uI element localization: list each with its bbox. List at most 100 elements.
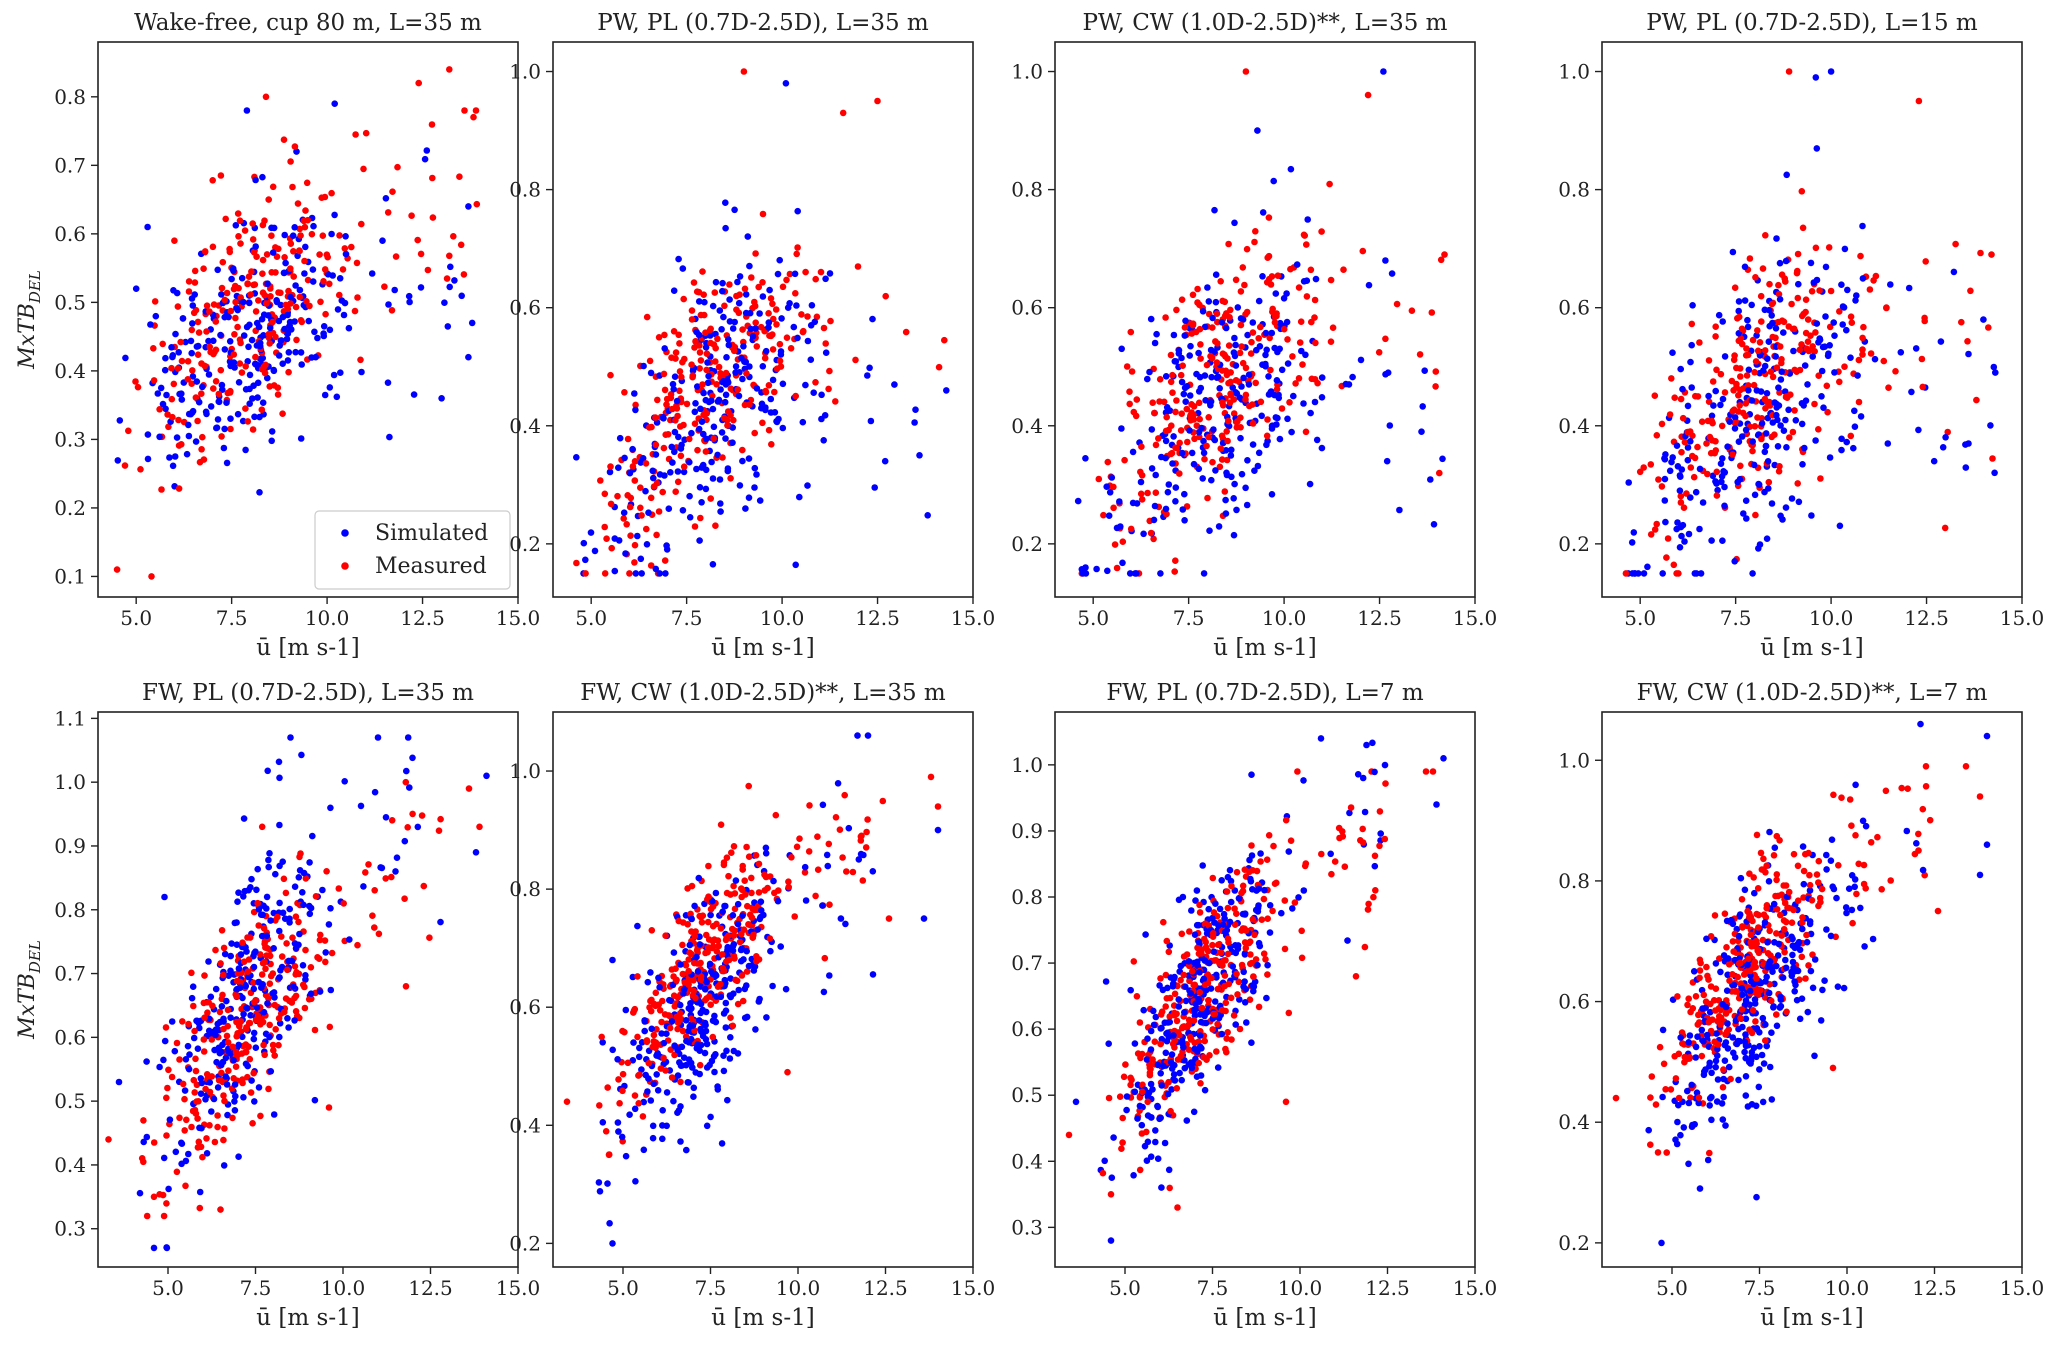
measured-point — [1127, 328, 1135, 336]
simulated-point — [1684, 402, 1692, 410]
measured-point — [1176, 1032, 1183, 1039]
measured-point — [251, 281, 259, 288]
x-axis-label: ū [m s-1] — [1213, 635, 1316, 661]
simulated-point — [218, 381, 226, 389]
measured-point — [321, 193, 329, 201]
measured-point — [178, 357, 186, 365]
simulated-point — [1265, 373, 1272, 380]
measured-point — [662, 932, 669, 939]
measured-point — [1773, 876, 1780, 884]
measured-point — [354, 941, 361, 949]
measured-point — [1143, 1128, 1150, 1136]
simulated-point — [777, 943, 784, 950]
simulated-point — [675, 433, 682, 441]
measured-point — [198, 446, 205, 453]
simulated-point — [644, 1088, 651, 1095]
simulated-point — [1198, 424, 1205, 432]
simulated-point — [1962, 441, 1969, 448]
y-axis-label-subscript: DEL — [26, 940, 44, 974]
simulated-point — [732, 877, 740, 884]
measured-point — [301, 257, 308, 265]
measured-point — [718, 951, 726, 958]
measured-point — [1698, 418, 1706, 426]
simulated-point — [1729, 248, 1737, 256]
measured-point — [212, 946, 219, 954]
measured-point — [1232, 276, 1240, 284]
measured-point — [647, 562, 655, 569]
x-tick-label: 5.0 — [1077, 606, 1109, 630]
measured-point — [1922, 258, 1929, 265]
simulated-point — [659, 1135, 666, 1143]
measured-point — [1172, 444, 1179, 452]
measured-point — [779, 283, 787, 291]
simulated-point — [774, 270, 782, 278]
simulated-point — [1153, 330, 1160, 338]
simulated-point — [1735, 307, 1742, 315]
measured-point — [1804, 338, 1812, 346]
simulated-point — [650, 474, 657, 482]
simulated-point — [1756, 1043, 1763, 1050]
simulated-point — [1154, 1061, 1162, 1069]
simulated-point — [221, 950, 229, 958]
measured-point — [740, 68, 748, 75]
simulated-point — [702, 1021, 709, 1029]
simulated-point — [276, 342, 284, 349]
simulated-point — [248, 336, 256, 344]
measured-point — [1733, 383, 1740, 391]
measured-point — [1692, 392, 1699, 400]
measured-point — [699, 381, 706, 388]
simulated-point — [227, 1014, 234, 1021]
measured-point — [1223, 428, 1230, 435]
simulated-point — [1388, 270, 1396, 277]
simulated-point — [818, 415, 825, 423]
simulated-point — [223, 399, 230, 407]
measured-point — [1737, 462, 1744, 470]
measured-point — [1728, 377, 1736, 385]
simulated-point — [723, 1047, 730, 1055]
simulated-point — [1188, 449, 1196, 457]
measured-point — [1201, 981, 1209, 989]
measured-point — [1786, 434, 1793, 441]
measured-point — [656, 1007, 664, 1014]
measured-point — [772, 306, 780, 313]
simulated-point — [1262, 351, 1269, 359]
simulated-point — [1215, 922, 1222, 929]
simulated-point — [1744, 316, 1751, 324]
simulated-point — [1187, 990, 1195, 997]
measured-point — [673, 1013, 680, 1021]
simulated-point — [1137, 478, 1145, 486]
simulated-point — [802, 381, 809, 389]
x-tick-label: 5.0 — [1109, 1276, 1141, 1300]
simulated-point — [1172, 498, 1179, 505]
measured-point — [215, 1077, 223, 1084]
measured-point — [1712, 1007, 1719, 1014]
simulated-point — [1692, 1054, 1699, 1061]
simulated-point — [195, 398, 203, 406]
simulated-point — [702, 396, 710, 404]
simulated-point — [669, 459, 676, 466]
simulated-point — [307, 904, 315, 912]
simulated-point — [161, 893, 168, 901]
simulated-point — [1724, 1045, 1732, 1052]
measured-point — [1099, 1169, 1107, 1177]
measured-point — [603, 535, 610, 542]
measured-point — [637, 484, 644, 492]
measured-point — [753, 343, 761, 350]
simulated-point — [636, 1044, 643, 1052]
measured-point — [1286, 399, 1293, 406]
simulated-point — [1138, 1121, 1146, 1129]
simulated-point — [656, 984, 663, 991]
simulated-point — [331, 211, 338, 219]
simulated-point — [312, 353, 320, 361]
simulated-point — [720, 313, 727, 321]
measured-point — [1162, 314, 1169, 321]
simulated-point — [706, 960, 714, 968]
simulated-point — [762, 404, 769, 411]
simulated-point — [824, 862, 832, 870]
subplot-5: FW, PL (0.7D-2.5D), L=35 m5.0 7.5 10.0 12.5… — [15, 680, 540, 1331]
simulated-point — [421, 155, 429, 163]
simulated-point — [778, 315, 785, 322]
measured-point — [227, 307, 235, 315]
measured-point — [646, 424, 653, 431]
measured-point — [675, 917, 683, 925]
